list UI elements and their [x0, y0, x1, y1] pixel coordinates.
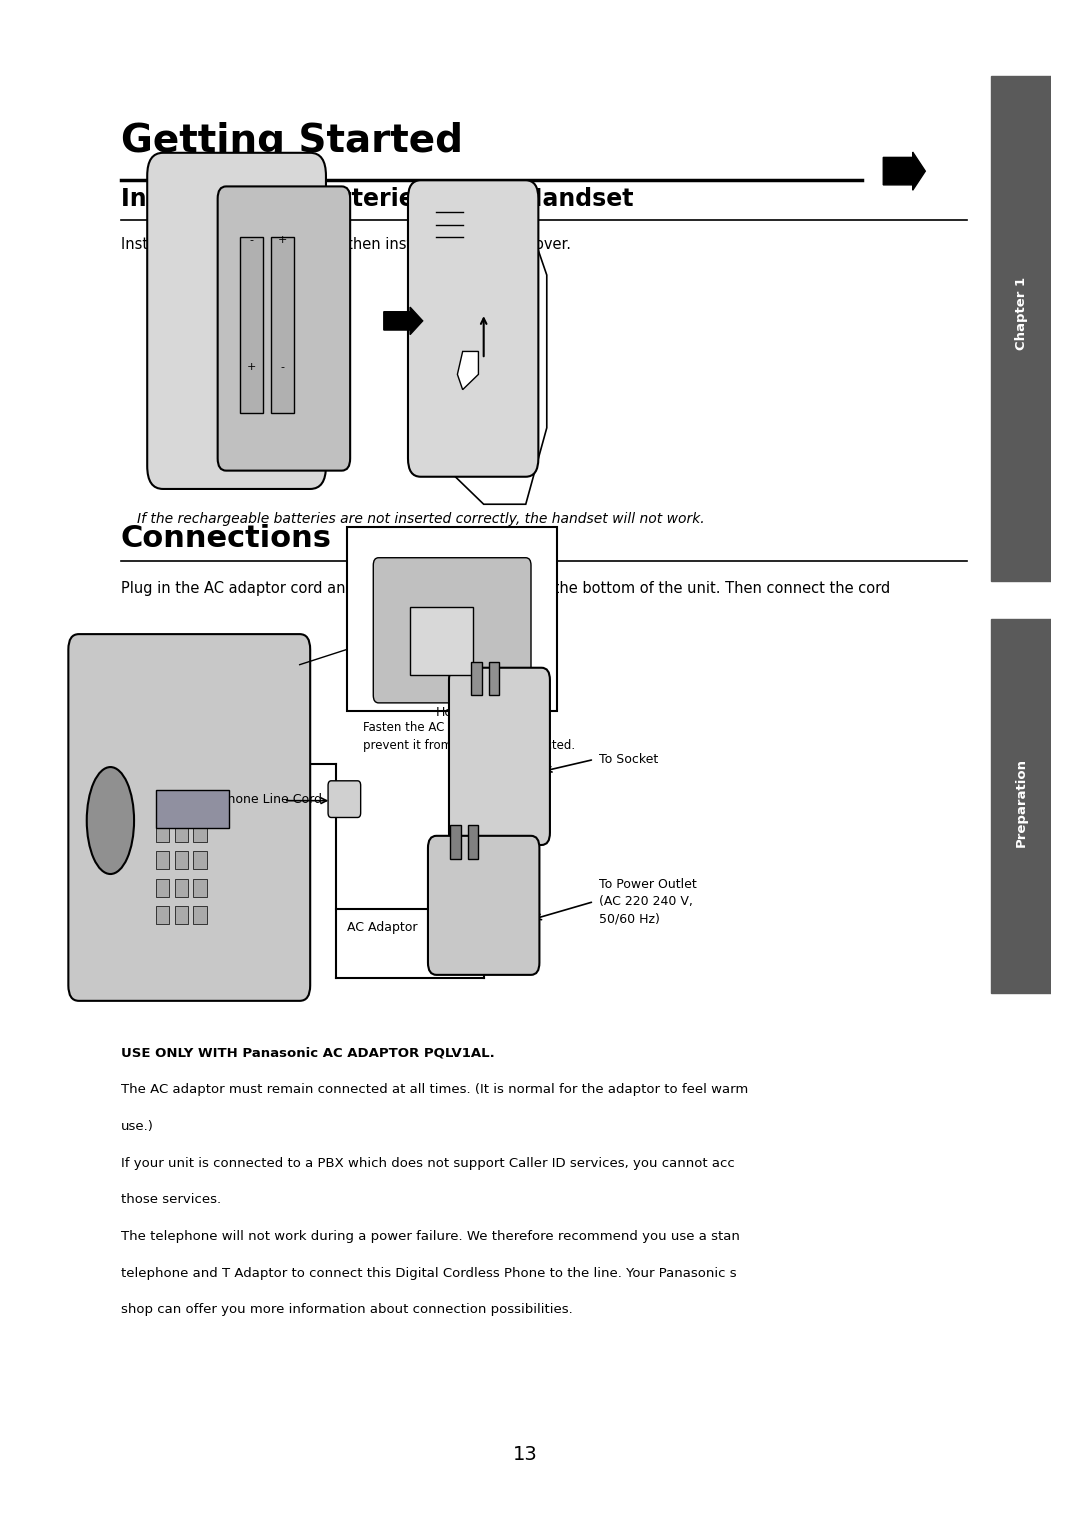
Bar [410, 607, 473, 675]
Bar [240, 237, 262, 413]
Bar [347, 527, 557, 711]
Bar [156, 824, 170, 842]
Bar [156, 906, 170, 924]
Text: -: - [281, 362, 285, 371]
Text: 13: 13 [513, 1445, 538, 1464]
Bar [175, 906, 188, 924]
Bar [468, 825, 478, 859]
Text: Hook: Hook [436, 706, 468, 720]
Bar [489, 662, 499, 695]
Text: If the rechargeable batteries are not inserted correctly, the handset will not w: If the rechargeable batteries are not in… [137, 512, 704, 526]
Text: To Power Outlet
(AC 220 240 V,
50/60 Hz): To Power Outlet (AC 220 240 V, 50/60 Hz) [599, 879, 697, 924]
Bar [175, 879, 188, 897]
Bar [271, 237, 295, 413]
FancyArrow shape [883, 153, 926, 191]
Text: use.): use.) [121, 1120, 153, 1134]
FancyBboxPatch shape [428, 836, 539, 975]
Bar [156, 851, 170, 869]
Text: To Socket: To Socket [599, 753, 659, 766]
Bar [193, 851, 207, 869]
Bar [156, 879, 170, 897]
Text: Telephone Line Cord: Telephone Line Cord [194, 793, 322, 805]
Ellipse shape [86, 767, 134, 874]
Text: -: - [249, 235, 254, 244]
FancyArrow shape [383, 307, 422, 335]
Text: AC Adaptor: AC Adaptor [347, 921, 418, 934]
Text: The telephone will not work during a power failure. We therefore recommend you u: The telephone will not work during a pow… [121, 1230, 740, 1244]
FancyBboxPatch shape [328, 781, 361, 817]
Bar [990, 619, 1052, 993]
Bar [471, 662, 482, 695]
FancyBboxPatch shape [218, 186, 350, 471]
Text: Chapter 1: Chapter 1 [1014, 277, 1027, 350]
Text: those services.: those services. [121, 1193, 221, 1207]
Text: Getting Started: Getting Started [121, 122, 463, 160]
Text: Connections: Connections [121, 524, 332, 553]
Text: If your unit is connected to a PBX which does not support Caller ID services, yo: If your unit is connected to a PBX which… [121, 1157, 734, 1170]
Bar [175, 851, 188, 869]
Text: +: + [246, 362, 256, 371]
Text: +: + [279, 235, 287, 244]
Text: Install the batteries as shown, then install the handset cover.: Install the batteries as shown, then ins… [121, 237, 571, 252]
Text: shop can offer you more information about connection possibilities.: shop can offer you more information abou… [121, 1303, 572, 1317]
Text: Fasten the AC adaptor cord to
prevent it from being disconnected.: Fasten the AC adaptor cord to prevent it… [363, 721, 575, 752]
Polygon shape [458, 351, 478, 390]
FancyBboxPatch shape [449, 668, 550, 845]
Bar [193, 879, 207, 897]
Bar [193, 906, 207, 924]
FancyBboxPatch shape [408, 180, 538, 477]
Text: Preparation: Preparation [1014, 758, 1027, 847]
Text: The AC adaptor must remain connected at all times. (It is normal for the adaptor: The AC adaptor must remain connected at … [121, 1083, 748, 1097]
Bar [193, 824, 207, 842]
Polygon shape [453, 214, 546, 504]
Bar [175, 824, 188, 842]
Bar [990, 76, 1052, 581]
Text: Plug in the AC adaptor cord and the telephone line cord to the bottom of the uni: Plug in the AC adaptor cord and the tele… [121, 581, 890, 596]
Bar [156, 790, 229, 828]
Text: Installing the Batteries in the Handset: Installing the Batteries in the Handset [121, 186, 634, 211]
Text: telephone and T Adaptor to connect this Digital Cordless Phone to the line. Your: telephone and T Adaptor to connect this … [121, 1267, 737, 1280]
Bar [450, 825, 460, 859]
FancyBboxPatch shape [147, 153, 326, 489]
FancyBboxPatch shape [68, 634, 310, 1001]
Text: USE ONLY WITH Panasonic AC ADAPTOR PQLV1AL.: USE ONLY WITH Panasonic AC ADAPTOR PQLV1… [121, 1047, 495, 1060]
FancyBboxPatch shape [374, 558, 531, 703]
